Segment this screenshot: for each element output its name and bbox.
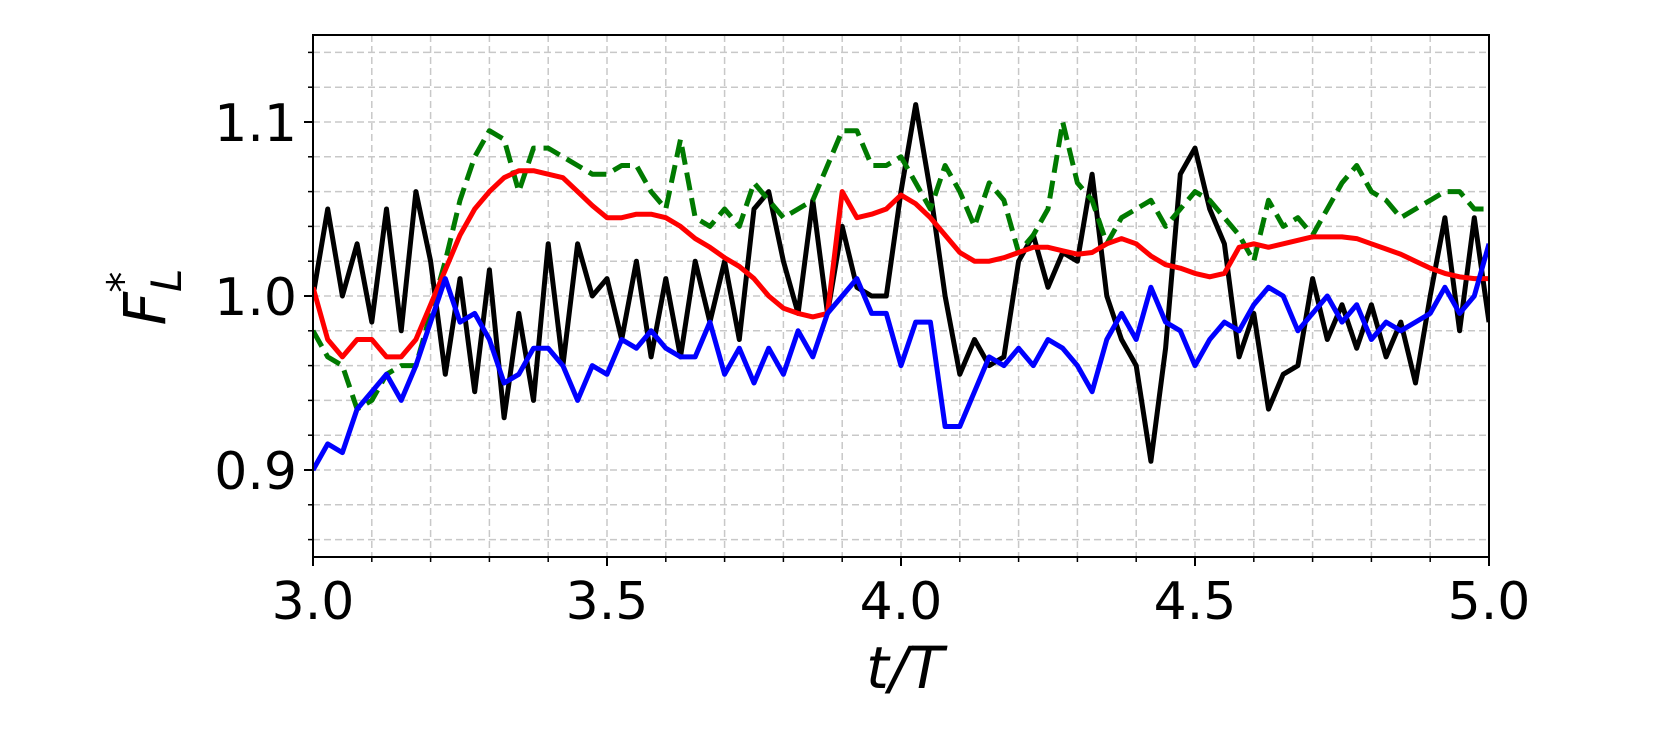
y-label-base: F xyxy=(111,290,179,325)
y-label-sup: * xyxy=(98,272,147,293)
x-tick-label: 4.0 xyxy=(860,572,943,632)
x-tick-label: 3.0 xyxy=(272,572,355,632)
x-tick-label: 3.5 xyxy=(566,572,649,632)
y-tick-label: 0.9 xyxy=(214,442,297,502)
plot-frame xyxy=(312,34,1490,558)
x-tick-label: 4.5 xyxy=(1154,572,1237,632)
x-tick-label: 5.0 xyxy=(1448,572,1531,632)
data-line xyxy=(313,168,1489,360)
y-axis-label: FL* xyxy=(98,269,191,326)
data-line xyxy=(313,243,1489,472)
y-label-sub: L xyxy=(142,269,191,292)
y-tick-label: 1.1 xyxy=(214,94,297,154)
x-axis-label: t/T xyxy=(866,634,948,702)
y-tick-label: 1.0 xyxy=(214,268,297,328)
data-line xyxy=(313,119,1489,412)
